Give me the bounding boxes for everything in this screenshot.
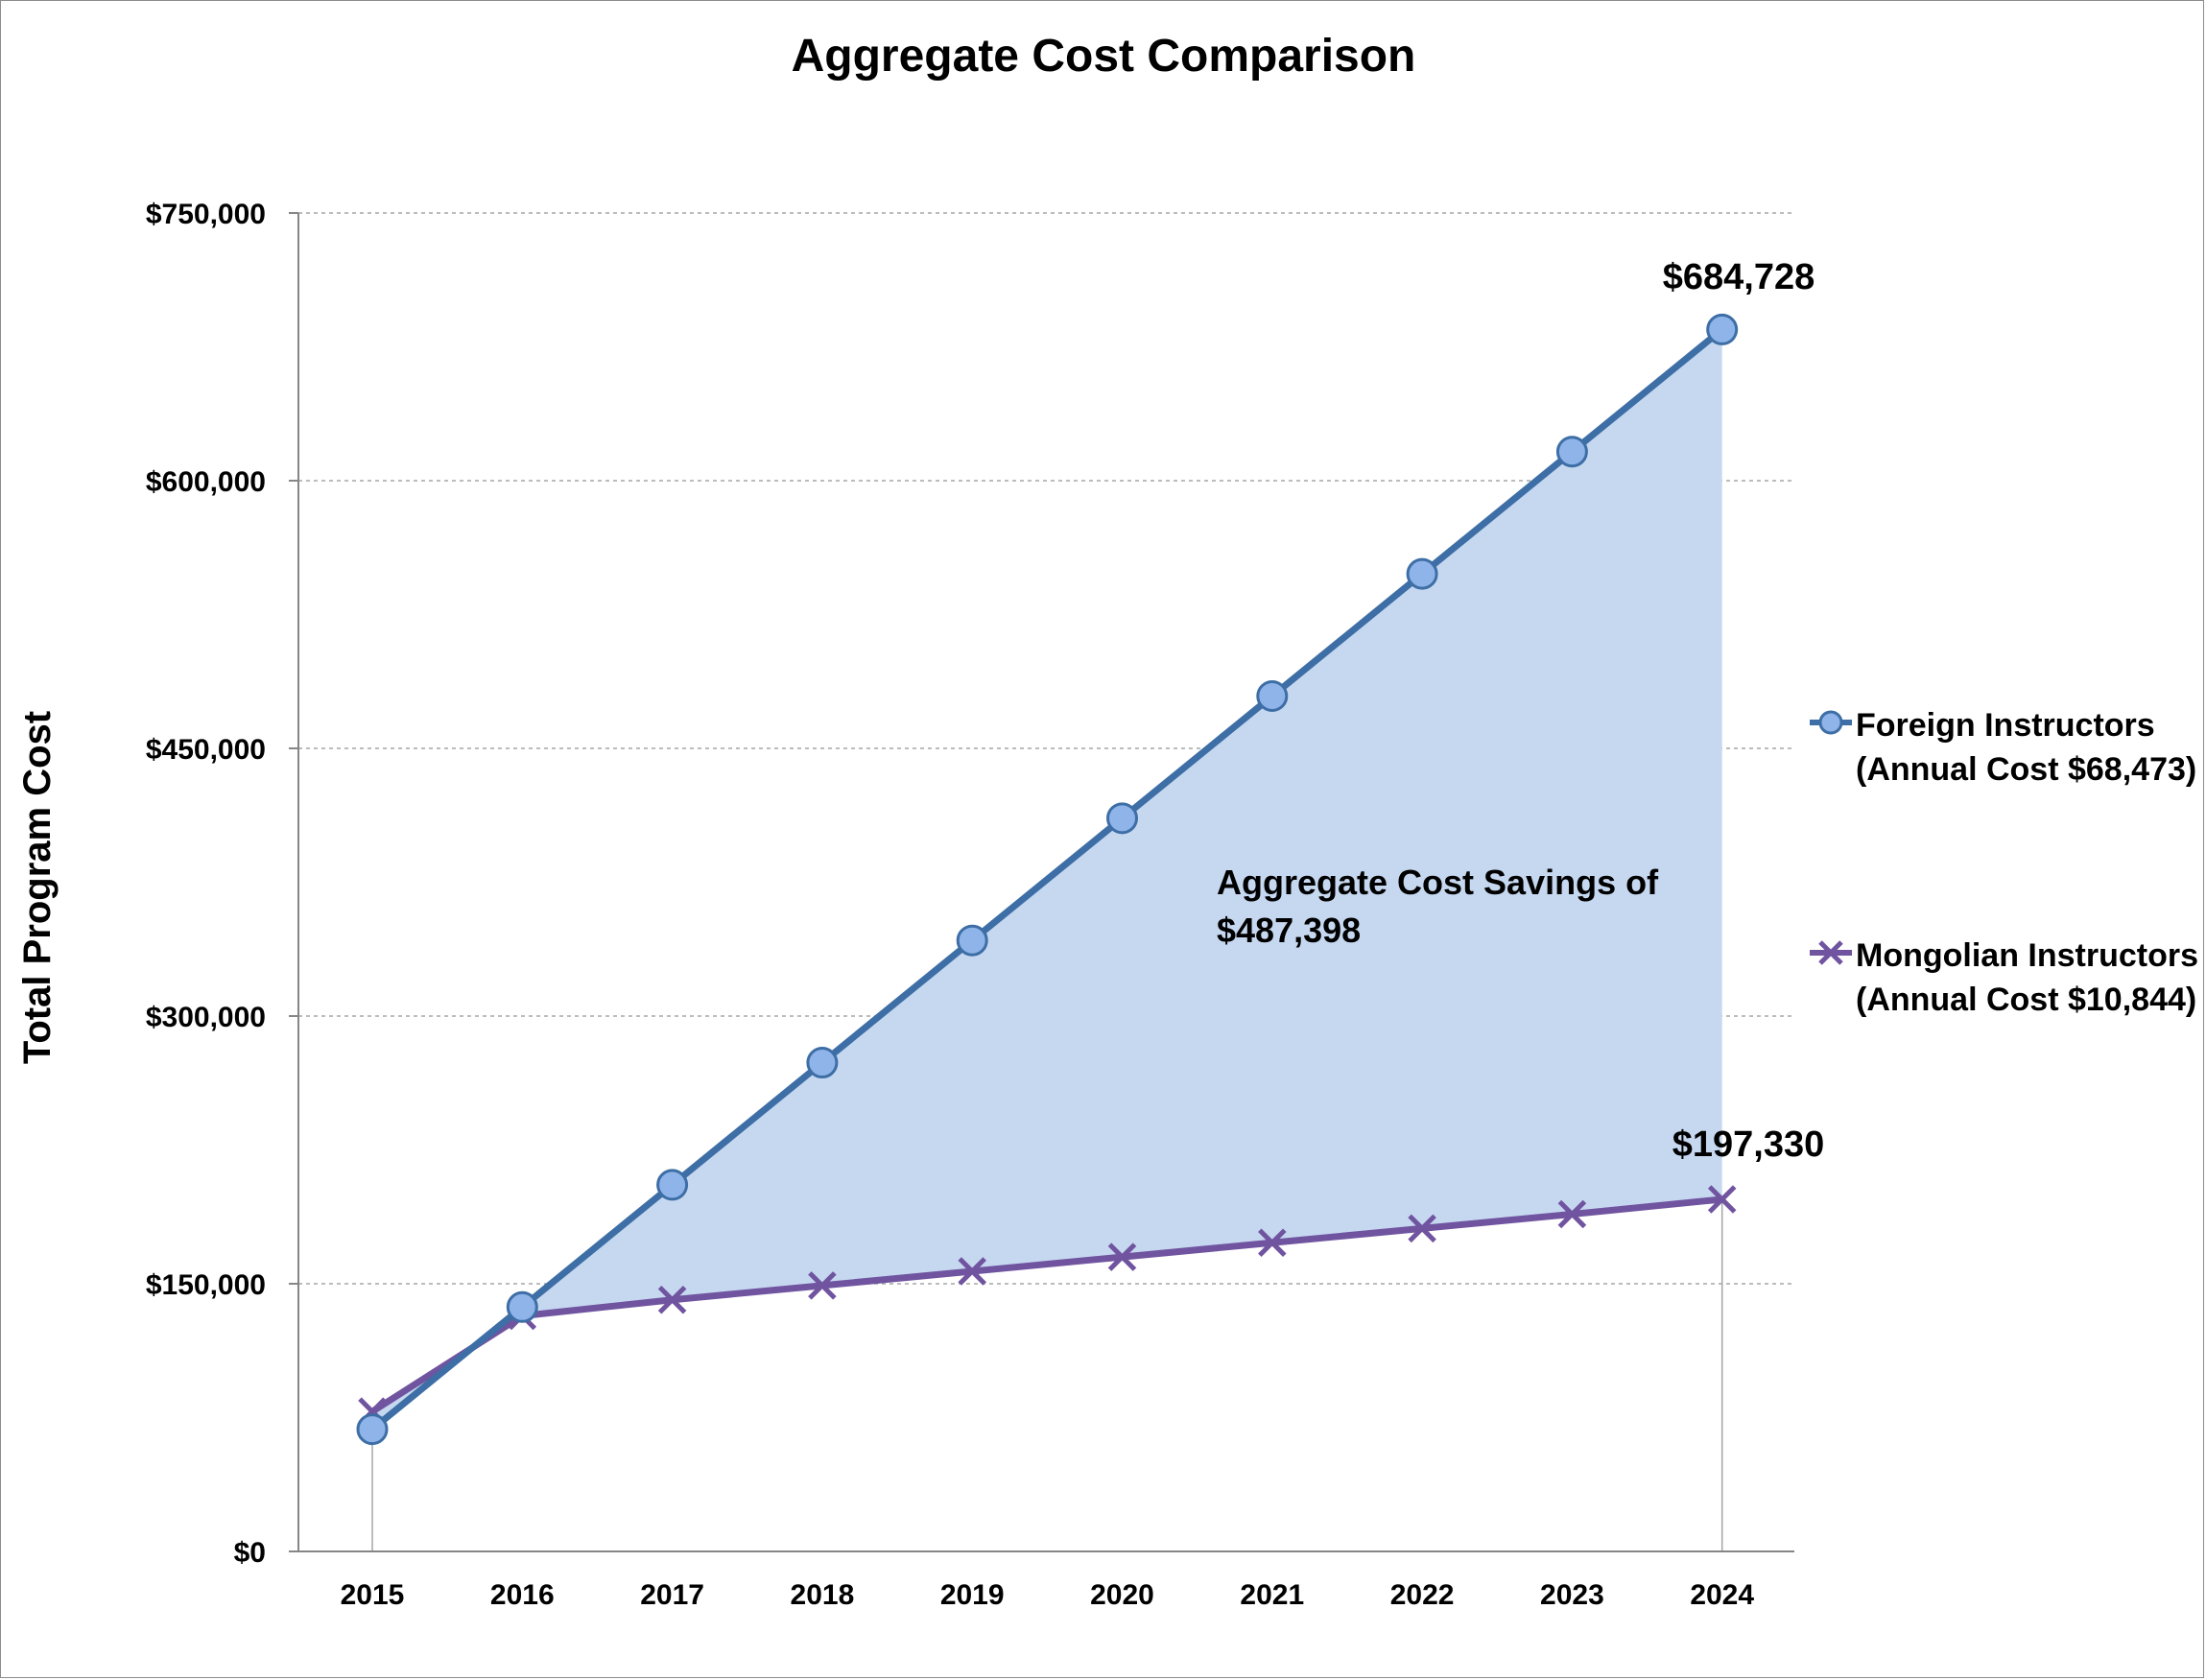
foreign-point-2018 xyxy=(806,1047,839,1079)
legend-mongolian-label-line2: (Annual Cost $10,844) xyxy=(1856,982,2196,1018)
series-line-mongolian xyxy=(370,1195,1723,1415)
mongolian-end-label: $197,330 xyxy=(1672,1124,1825,1165)
mongolian-point-2019 xyxy=(958,1257,986,1286)
chart-title: Aggregate Cost Comparison xyxy=(792,31,1416,82)
foreign-point-2016 xyxy=(506,1290,538,1323)
x-tick-label-2015: 2015 xyxy=(341,1579,405,1611)
x-tick-label-2018: 2018 xyxy=(791,1579,855,1611)
mongolian-point-2020 xyxy=(1107,1242,1137,1271)
x-tick-label-2019: 2019 xyxy=(940,1579,1005,1611)
x-tick-label-2016: 2016 xyxy=(490,1579,555,1611)
mongolian-point-2017 xyxy=(657,1285,687,1314)
y-tick-label-4: $600,000 xyxy=(146,466,266,498)
legend-foreign-label-line2: (Annual Cost $68,473) xyxy=(1856,751,2196,788)
mongolian-point-2021 xyxy=(1258,1228,1287,1257)
mongolian-point-2023 xyxy=(1557,1199,1587,1229)
y-tick-label-2: $300,000 xyxy=(146,1002,266,1033)
x-tick-label-2021: 2021 xyxy=(1240,1579,1304,1611)
foreign-point-2024 xyxy=(1706,313,1739,345)
foreign-point-2023 xyxy=(1555,436,1588,468)
legend: Foreign Instructors (Annual Cost $68,473… xyxy=(1810,707,2198,1018)
legend-mongolian-marker xyxy=(1818,940,1843,965)
x-tick-label-2022: 2022 xyxy=(1390,1579,1455,1611)
legend-foreign-marker xyxy=(1818,710,1843,735)
axes xyxy=(289,212,1794,1552)
y-axis-label: Total Program Cost xyxy=(16,711,59,1064)
y-tick-label-1: $150,000 xyxy=(146,1269,266,1301)
foreign-point-2022 xyxy=(1406,557,1438,590)
foreign-end-label: $684,728 xyxy=(1663,257,1815,297)
x-tick-label-2017: 2017 xyxy=(640,1579,704,1611)
series-foreign xyxy=(356,313,1739,1446)
legend-foreign-label: Foreign Instructors xyxy=(1856,707,2155,744)
series-line-foreign xyxy=(369,326,1724,1432)
x-tick-labels: 2015 2016 2017 2018 2019 2020 2021 2022 2023 2024 xyxy=(341,1579,1755,1611)
x-tick-label-2020: 2020 xyxy=(1090,1579,1154,1611)
series xyxy=(356,313,1739,1446)
foreign-point-2019 xyxy=(956,924,988,957)
mongolian-point-2022 xyxy=(1408,1214,1436,1243)
savings-annotation-line1: Aggregate Cost Savings of xyxy=(1217,863,1659,902)
savings-annotation-line2: $487,398 xyxy=(1217,911,1361,950)
legend-mongolian-label: Mongolian Instructors xyxy=(1856,937,2198,974)
y-tick-label-5: $750,000 xyxy=(146,199,266,230)
foreign-point-2017 xyxy=(656,1169,689,1201)
foreign-point-2015 xyxy=(356,1413,389,1446)
x-tick-label-2024: 2024 xyxy=(1690,1579,1754,1611)
y-tick-labels: $0 $150,000 $300,000 $450,000 $600,000 $750,0… xyxy=(146,199,266,1569)
foreign-point-2020 xyxy=(1106,802,1138,835)
x-tick-label-2023: 2023 xyxy=(1540,1579,1604,1611)
mongolian-point-2024 xyxy=(1707,1185,1737,1214)
y-tick-label-3: $450,000 xyxy=(146,734,266,766)
foreign-point-2021 xyxy=(1256,679,1289,712)
y-tick-label-0: $0 xyxy=(234,1537,266,1569)
mongolian-point-2018 xyxy=(808,1271,837,1300)
